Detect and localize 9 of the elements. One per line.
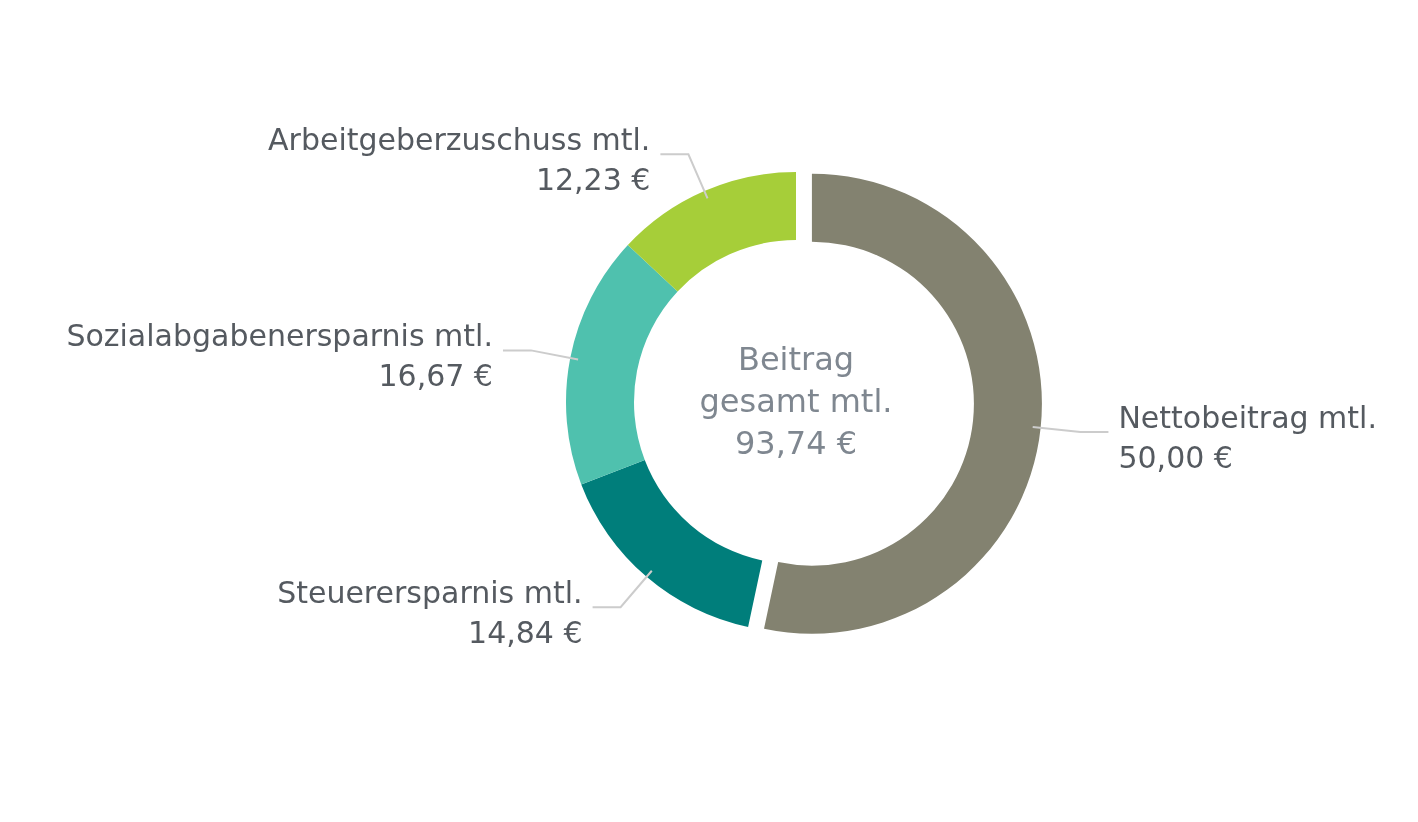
data-label: 50,00 € bbox=[1118, 439, 1233, 475]
text: Beitrag gesamt mtl. 93,74 € bbox=[699, 340, 893, 462]
slice-label: Steuerersparnis mtl. bbox=[277, 575, 583, 611]
data-label: 16,67 € bbox=[378, 358, 493, 394]
slice-label: Arbeitgeberzuschuss mtl. bbox=[268, 122, 651, 158]
data-label: 12,23 € bbox=[535, 162, 651, 198]
slice-label: Sozialabgabenersparnis mtl. bbox=[66, 318, 493, 354]
data-label: 14,84 € bbox=[468, 615, 583, 651]
slice-label: Nettobeitrag mtl. bbox=[1118, 399, 1377, 435]
